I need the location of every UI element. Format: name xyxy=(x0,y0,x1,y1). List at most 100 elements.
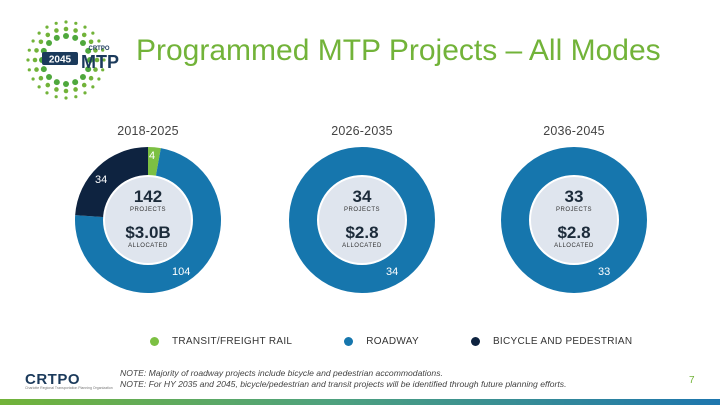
legend-swatch-bike xyxy=(470,336,480,346)
logo-dot xyxy=(37,31,41,35)
logo-dot xyxy=(102,58,106,62)
logo-dot xyxy=(54,28,59,33)
allocated-amount: $3.0B xyxy=(125,223,171,242)
segment-label-transit: 4 xyxy=(149,150,156,162)
donut-center-disc xyxy=(317,175,407,265)
projects-count: 34 xyxy=(352,187,372,206)
logo-dot xyxy=(63,26,69,32)
projects-label: PROJECTS xyxy=(129,207,166,213)
logo-dot xyxy=(54,21,58,25)
logo-dot xyxy=(97,77,101,81)
period-label: 2018-2025 xyxy=(117,124,179,138)
segment-label-roadway: 104 xyxy=(172,266,191,278)
logo-dot xyxy=(81,32,87,38)
logo-dot xyxy=(54,87,59,92)
segment-label-roadway: 33 xyxy=(598,266,611,278)
logo-dot xyxy=(63,33,69,39)
logo-dot xyxy=(46,73,53,80)
donut-svg xyxy=(289,147,435,293)
donut-center-disc xyxy=(529,175,619,265)
logo-year: 2045 xyxy=(49,55,72,66)
logo-dot xyxy=(85,47,92,54)
segment-label-bike: 34 xyxy=(95,174,108,186)
allocated-label: ALLOCATED xyxy=(554,243,594,249)
footnote-line-1: NOTE: Majority of roadway projects inclu… xyxy=(120,368,443,378)
donut-chart-2018-2025: 2018-2025 142 PROJECTS $3.0B ALLOCATED 4… xyxy=(68,124,228,293)
logo-dot xyxy=(74,95,78,99)
logo-dot xyxy=(85,66,92,73)
bottom-gradient-bar xyxy=(0,399,720,405)
donut-svg xyxy=(501,147,647,293)
legend-item-bike: BICYCLE AND PEDESTRIAN xyxy=(470,335,633,347)
logo-dot xyxy=(88,75,94,81)
crtpo-footer-logo: CRTPO Charlotte Regional Transportation … xyxy=(25,371,113,390)
legend-item-transit: TRANSIT/FREIGHT RAIL xyxy=(150,336,292,347)
footnote: NOTE: Majority of roadway projects inclu… xyxy=(120,368,567,390)
footnote-line-2: NOTE: For HY 2035 and 2045, bicycle/pede… xyxy=(120,379,567,389)
projects-label: PROJECTS xyxy=(343,207,380,213)
logo-dot xyxy=(31,39,35,43)
logo-dot xyxy=(94,57,100,63)
allocated-label: ALLOCATED xyxy=(128,243,168,249)
page-number: 7 xyxy=(689,375,695,386)
donut-chart-2026-2035: 2026-2035 34 PROJECTS $2.8 ALLOCATED 34 xyxy=(282,124,442,293)
logo-dot xyxy=(46,40,53,47)
logo-dot xyxy=(54,95,58,99)
logo-dot xyxy=(101,68,105,72)
projects-count: 142 xyxy=(133,187,163,206)
donut-center-disc xyxy=(103,175,193,265)
legend-item-roadway: ROADWAY xyxy=(344,336,419,347)
logo-dot xyxy=(93,48,98,53)
donut-segment-bike xyxy=(75,147,148,218)
logo-crtpo-small: CRTPO xyxy=(89,46,110,52)
logo-dot xyxy=(34,48,39,53)
logo-dot xyxy=(45,82,51,88)
donut-chart-2036-2045: 2036-2045 33 PROJECTS $2.8 ALLOCATED 33 xyxy=(494,124,654,293)
logo-dot xyxy=(64,96,68,100)
logo-dot xyxy=(73,28,78,33)
allocated-amount: $2.8 xyxy=(345,223,379,242)
logo-dot xyxy=(101,48,105,52)
logo-dot xyxy=(31,77,35,81)
legend-label: ROADWAY xyxy=(366,335,419,347)
logo-dot xyxy=(63,88,69,94)
logo-dot xyxy=(83,91,87,95)
period-label: 2026-2035 xyxy=(331,124,393,138)
logo-dot xyxy=(27,48,31,52)
logo-dot xyxy=(32,57,38,63)
footer-logo-text: CRTPO xyxy=(25,371,80,388)
legend: TRANSIT/FREIGHT RAIL ROADWAY BICYCLE AND… xyxy=(150,334,684,348)
allocated-amount: $2.8 xyxy=(557,223,591,242)
donut-segment-roadway xyxy=(289,147,435,293)
projects-label: PROJECTS xyxy=(555,207,592,213)
period-label: 2036-2045 xyxy=(543,124,605,138)
logo-dot xyxy=(27,68,31,72)
logo-dot xyxy=(34,67,39,72)
logo-dot xyxy=(79,40,86,47)
allocated-label: ALLOCATED xyxy=(342,243,382,249)
donut-segment-transit xyxy=(148,147,161,177)
logo-dot xyxy=(45,25,49,29)
logo-dot xyxy=(97,39,101,43)
footer-logo-subtitle: Charlotte Regional Transportation Planni… xyxy=(25,386,113,390)
donut-center: 33 PROJECTS $2.8 ALLOCATED xyxy=(494,188,654,251)
logo-dot xyxy=(91,31,95,35)
legend-label: BICYCLE AND PEDESTRIAN xyxy=(492,335,633,347)
logo-dot xyxy=(53,34,60,41)
donut-center: 142 PROJECTS $3.0B ALLOCATED xyxy=(68,188,228,251)
logo-dot xyxy=(79,73,86,80)
legend-label: TRANSIT/FREIGHT RAIL xyxy=(172,335,293,347)
logo-dot xyxy=(37,85,41,89)
logo-dot xyxy=(53,79,60,86)
donut-segment-roadway xyxy=(74,148,221,293)
logo-dot xyxy=(73,87,78,92)
logo-dot xyxy=(63,81,69,87)
logo-dot xyxy=(87,57,93,63)
logo-dot xyxy=(38,75,44,81)
logo-dot xyxy=(88,39,94,45)
donut-center: 34 PROJECTS $2.8 ALLOCATED xyxy=(282,188,442,251)
slide-title: Programmed MTP Projects – All Modes xyxy=(136,34,661,67)
logo-dot xyxy=(26,58,30,62)
logo-dot xyxy=(72,79,79,86)
logo-dot xyxy=(91,85,95,89)
